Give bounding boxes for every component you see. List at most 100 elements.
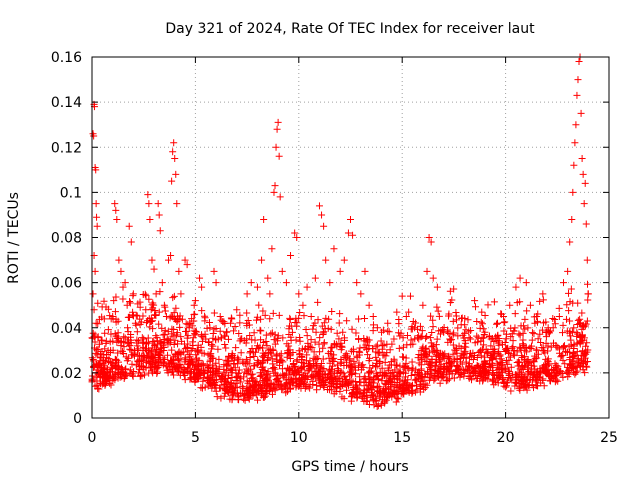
data-point-cloud (192, 328, 200, 336)
data-point-cloud (363, 392, 371, 400)
data-point-cloud (314, 298, 322, 306)
data-point-cloud (472, 364, 480, 372)
data-point-cloud (161, 330, 169, 338)
data-point-cloud (536, 368, 544, 376)
data-point-cloud (136, 315, 144, 323)
data-point-cloud (473, 332, 481, 340)
x-tick-label: 0 (88, 430, 97, 446)
data-point-cloud (584, 280, 591, 288)
data-point-cloud (215, 355, 223, 363)
data-point-cloud (503, 346, 511, 354)
data-point-cloud (500, 380, 508, 388)
data-point-cloud (303, 357, 311, 365)
data-point (216, 312, 224, 320)
data-point-cloud (565, 289, 573, 297)
data-point (575, 58, 583, 66)
data-point-cloud (236, 311, 244, 319)
data-point-cloud (373, 402, 381, 410)
x-tick-label: 10 (290, 430, 308, 446)
data-point-cloud (184, 320, 192, 328)
data-point-cloud (409, 340, 417, 348)
data-point-cloud (267, 330, 275, 338)
data-point-cloud (480, 331, 488, 339)
data-point-cloud (358, 362, 366, 370)
data-point-cloud (528, 336, 536, 344)
data-point-cloud (405, 308, 413, 316)
data-point-cloud (389, 389, 397, 397)
data-point-cloud (460, 372, 468, 380)
data-point-cloud (113, 356, 121, 364)
data-point (402, 312, 410, 320)
x-tick-label: 5 (191, 430, 200, 446)
data-point-cloud (509, 350, 517, 358)
data-point-cloud (442, 377, 450, 385)
data-point-cloud (501, 339, 509, 347)
data-point (198, 283, 206, 291)
data-point-cloud (187, 375, 195, 383)
data-point-cloud (534, 335, 542, 343)
data-point-cloud (362, 398, 370, 406)
data-point-cloud (126, 298, 134, 306)
data-point-cloud (528, 329, 536, 337)
y-tick-label: 0.14 (51, 95, 82, 111)
data-point-cloud (327, 350, 335, 358)
data-point-cloud (148, 347, 156, 355)
data-point-cloud (343, 386, 351, 394)
data-point-cloud (485, 369, 493, 377)
data-point-cloud (330, 390, 338, 398)
data-point-cloud (445, 352, 453, 360)
data-point-cloud (319, 344, 327, 352)
data-point-cloud (232, 369, 240, 377)
data-point-cloud (121, 334, 129, 342)
data-point-cloud (278, 356, 286, 364)
data-point-cloud (366, 367, 374, 375)
data-point-cloud (223, 367, 231, 375)
data-point-cloud (559, 356, 567, 364)
data-point-cloud (542, 355, 550, 363)
data-point-cloud (199, 377, 207, 385)
data-point-cloud (160, 359, 168, 367)
data-point-cloud (107, 315, 115, 323)
data-point-cloud (457, 321, 465, 329)
data-point-cloud (337, 358, 345, 366)
data-point-cloud (505, 372, 513, 379)
data-point-cloud (521, 346, 529, 354)
data-point-cloud (145, 369, 153, 377)
data-point-cloud (152, 359, 160, 367)
data-point-cloud (123, 371, 131, 379)
data-point-cloud (453, 316, 461, 324)
data-point (158, 279, 166, 287)
data-point-cloud (471, 351, 479, 359)
data-point-cloud (507, 363, 515, 371)
data-point-cloud (229, 389, 237, 397)
data-point-cloud (305, 342, 313, 350)
data-point (569, 188, 577, 196)
data-point (419, 301, 427, 309)
data-point-cloud (434, 307, 442, 315)
data-point-cloud (259, 349, 267, 357)
data-point-cloud (304, 339, 312, 347)
data-point-cloud (224, 361, 232, 369)
data-point-cloud (545, 328, 553, 336)
data-point (326, 279, 334, 287)
data-point-cloud (170, 371, 178, 379)
data-point-cloud (245, 395, 253, 403)
data-point-cloud (582, 350, 590, 358)
data-point-cloud (174, 340, 182, 348)
data-point-cloud (208, 380, 216, 388)
data-point-cloud (347, 362, 355, 370)
data-point-cloud (353, 352, 361, 360)
data-point-cloud (101, 370, 109, 378)
data-point-cloud (334, 365, 342, 373)
data-point-cloud (235, 396, 243, 404)
data-point (357, 290, 365, 298)
data-point-cloud (458, 314, 466, 322)
data-point-cloud (262, 382, 270, 390)
data-point-cloud (376, 358, 384, 366)
data-point (264, 274, 272, 282)
chart-title: Day 321 of 2024, Rate Of TEC Index for r… (165, 21, 535, 37)
data-point-cloud (163, 335, 171, 343)
data-point-cloud (566, 327, 574, 335)
data-point-cloud (464, 316, 472, 324)
data-point-cloud (283, 353, 291, 361)
